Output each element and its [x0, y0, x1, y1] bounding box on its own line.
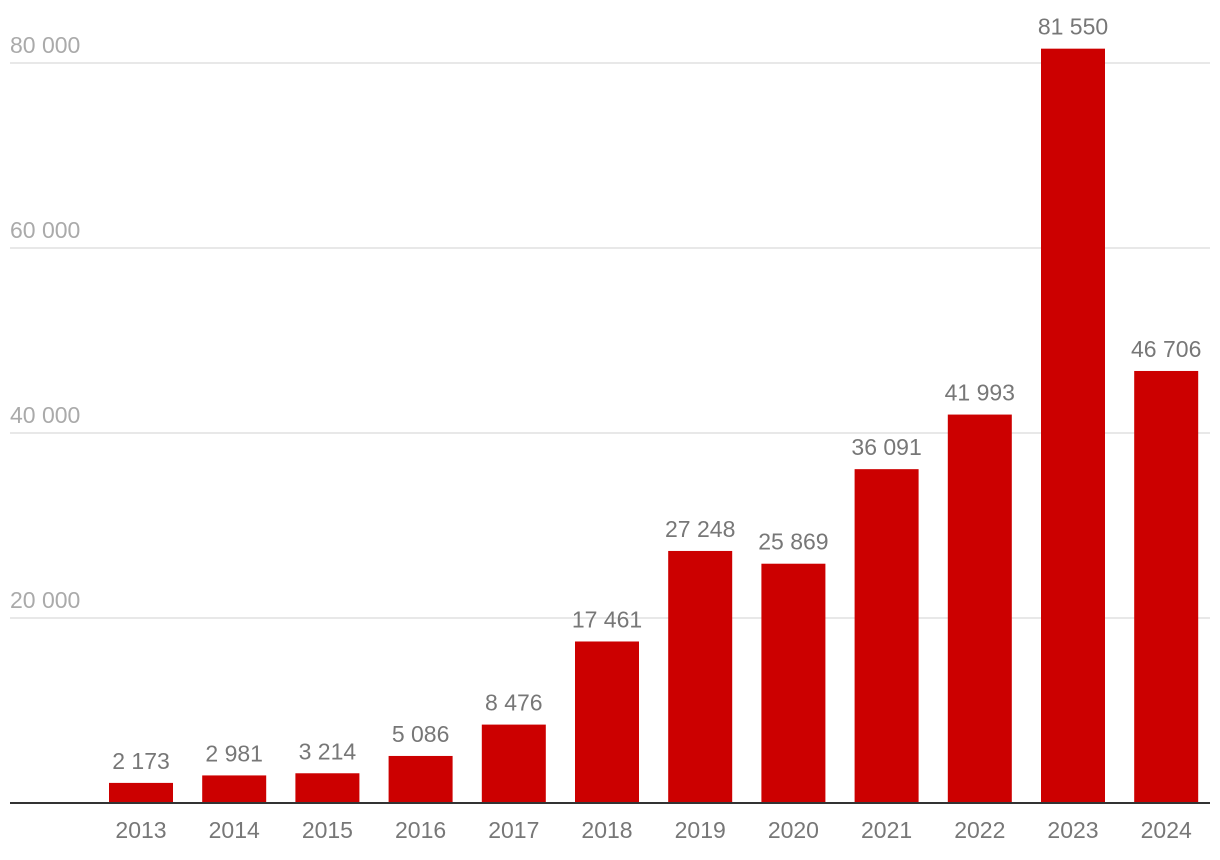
y-tick-label: 80 000: [10, 32, 80, 58]
bar-2016: [388, 755, 453, 803]
data-label-2022: 41 993: [945, 380, 1015, 406]
bar-2018: [575, 641, 639, 803]
y-axis-tick-labels: 20 000 40 000 60 000 80 000: [10, 32, 80, 613]
data-label-2013: 2 173: [112, 748, 170, 774]
bar-2021: [854, 469, 919, 803]
x-tick-label-2024: 2024: [1141, 817, 1192, 843]
data-label-2020: 25 869: [758, 529, 828, 555]
data-label-2017: 8 476: [485, 690, 543, 716]
data-label-2014: 2 981: [205, 740, 263, 766]
bar-2019: [668, 550, 733, 803]
bar-2014: [202, 775, 267, 803]
x-tick-label-2020: 2020: [768, 817, 819, 843]
bar-2024: [1134, 370, 1199, 803]
bar-2022: [947, 414, 1012, 803]
x-tick-label-2021: 2021: [861, 817, 912, 843]
data-label-2018: 17 461: [572, 606, 642, 632]
y-tick-label: 40 000: [10, 402, 80, 428]
data-label-2021: 36 091: [851, 434, 921, 460]
x-tick-label-2023: 2023: [1047, 817, 1098, 843]
data-label-2016: 5 086: [392, 721, 450, 747]
gridlines: [10, 62, 1210, 619]
x-tick-label-2014: 2014: [209, 817, 260, 843]
bar-2015: [295, 773, 360, 803]
x-tick-label-2018: 2018: [581, 817, 632, 843]
data-label-2023: 81 550: [1038, 14, 1108, 40]
bar-2017: [481, 724, 546, 803]
bar-2020: [761, 563, 826, 803]
bar-2013: [109, 782, 173, 803]
x-tick-label-2013: 2013: [115, 817, 166, 843]
data-label-2019: 27 248: [665, 516, 735, 542]
x-tick-label-2019: 2019: [675, 817, 726, 843]
x-tick-label-2017: 2017: [488, 817, 539, 843]
data-label-2015: 3 214: [299, 738, 357, 764]
x-tick-label-2015: 2015: [302, 817, 353, 843]
bar-2023: [1041, 48, 1105, 804]
data-label-2024: 46 706: [1131, 336, 1201, 362]
x-tick-label-2016: 2016: [395, 817, 446, 843]
y-tick-label: 60 000: [10, 217, 80, 243]
x-axis-tick-labels: 2013 2014 2015 2016 2017 2018 2019 2020 2021 2022…: [115, 817, 1192, 843]
data-labels: 2 173 2 981 3 214 5 086 8 476 17 461 27 248 25 …: [112, 14, 1201, 774]
x-tick-label-2022: 2022: [954, 817, 1005, 843]
bars: [109, 48, 1199, 804]
y-tick-label: 20 000: [10, 587, 80, 613]
